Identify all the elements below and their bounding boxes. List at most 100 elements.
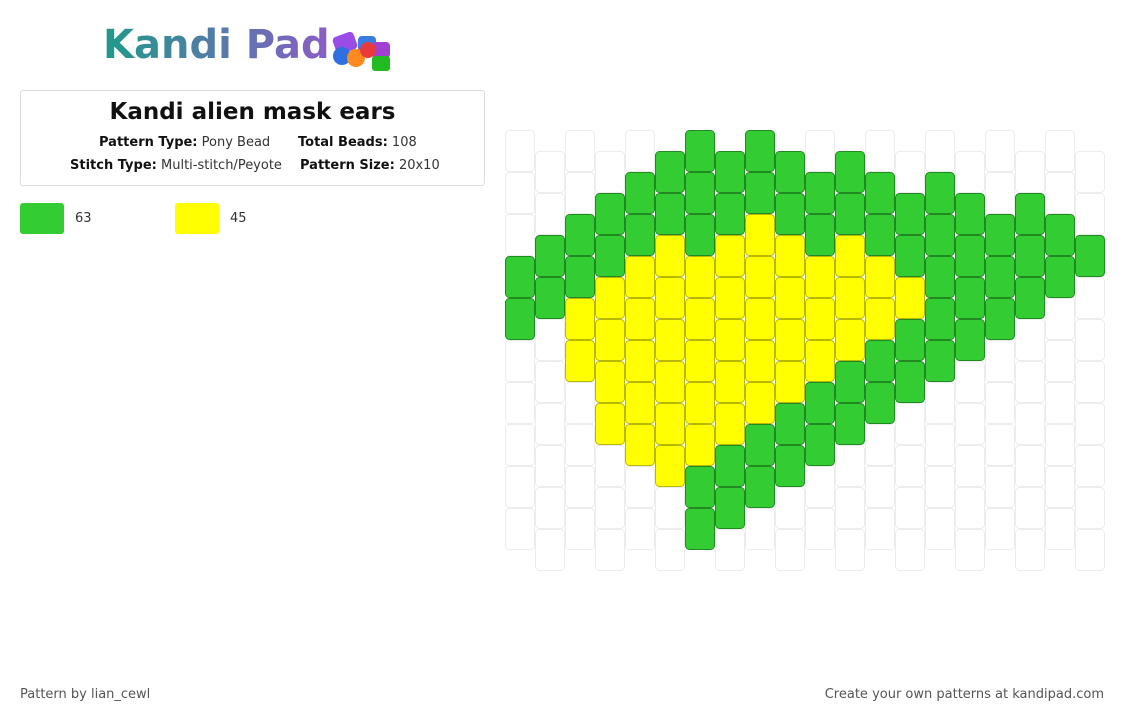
bead <box>985 340 1015 382</box>
bead <box>565 130 595 172</box>
field: Stitch Type: Multi-stitch/Peyote <box>70 158 282 173</box>
bead <box>655 235 685 277</box>
bead <box>895 193 925 235</box>
bead <box>805 130 835 172</box>
bead <box>715 193 745 235</box>
bead <box>925 466 955 508</box>
field-label: Pattern Size: <box>300 158 395 173</box>
bead <box>685 298 715 340</box>
bead <box>865 340 895 382</box>
bead <box>595 487 625 529</box>
bead <box>595 529 625 571</box>
bead <box>1015 277 1045 319</box>
bead <box>655 445 685 487</box>
bead <box>625 298 655 340</box>
footer-link[interactable]: Create your own patterns at kandipad.com <box>824 687 1104 702</box>
bead <box>505 382 535 424</box>
bead <box>865 298 895 340</box>
bead <box>955 487 985 529</box>
bead <box>865 424 895 466</box>
bead <box>535 487 565 529</box>
bead <box>835 193 865 235</box>
bead <box>685 172 715 214</box>
bead <box>715 361 745 403</box>
bead <box>655 487 685 529</box>
bead <box>1075 319 1105 361</box>
bead <box>625 466 655 508</box>
bead <box>715 403 745 445</box>
bead <box>865 172 895 214</box>
bead <box>955 361 985 403</box>
bead <box>775 235 805 277</box>
bead <box>775 445 805 487</box>
bead <box>625 508 655 550</box>
bead <box>805 508 835 550</box>
bead <box>1075 151 1105 193</box>
bead <box>955 319 985 361</box>
bead <box>895 445 925 487</box>
logo-icon <box>332 31 390 71</box>
bead <box>685 214 715 256</box>
bead <box>595 361 625 403</box>
bead <box>655 193 685 235</box>
bead <box>535 319 565 361</box>
bead <box>865 508 895 550</box>
bead <box>505 130 535 172</box>
bead <box>1075 529 1105 571</box>
bead <box>1045 298 1075 340</box>
bead <box>1015 403 1045 445</box>
bead <box>685 340 715 382</box>
bead <box>1045 424 1075 466</box>
bead <box>715 151 745 193</box>
bead <box>505 214 535 256</box>
bead <box>895 235 925 277</box>
bead <box>955 445 985 487</box>
bead <box>775 529 805 571</box>
bead <box>655 529 685 571</box>
bead <box>535 235 565 277</box>
color-swatch <box>175 203 219 234</box>
bead <box>1075 403 1105 445</box>
bead <box>985 382 1015 424</box>
bead <box>895 277 925 319</box>
field: Pattern Type: Pony Bead <box>99 135 270 150</box>
bead <box>685 424 715 466</box>
bead <box>805 298 835 340</box>
bead <box>1045 382 1075 424</box>
bead <box>805 214 835 256</box>
bead <box>715 529 745 571</box>
bead <box>895 319 925 361</box>
bead <box>655 277 685 319</box>
bead <box>1015 319 1045 361</box>
bead <box>1045 130 1075 172</box>
bead <box>565 214 595 256</box>
bead <box>655 361 685 403</box>
bead <box>865 214 895 256</box>
bead <box>715 235 745 277</box>
bead <box>625 382 655 424</box>
bead <box>745 298 775 340</box>
bead <box>925 424 955 466</box>
bead <box>655 403 685 445</box>
bead <box>1075 445 1105 487</box>
bead <box>505 508 535 550</box>
bead <box>1045 172 1075 214</box>
bead <box>625 130 655 172</box>
bead <box>1045 340 1075 382</box>
bead <box>925 340 955 382</box>
bead <box>685 466 715 508</box>
bead <box>535 151 565 193</box>
bead <box>835 235 865 277</box>
logo[interactable]: Kandi Pad <box>103 22 330 68</box>
bead <box>1045 256 1075 298</box>
bead <box>625 172 655 214</box>
bead <box>1015 445 1045 487</box>
bead <box>1075 193 1105 235</box>
bead <box>745 508 775 550</box>
bead <box>1045 508 1075 550</box>
bead <box>775 193 805 235</box>
bead <box>1075 277 1105 319</box>
bead <box>1045 466 1075 508</box>
bead <box>745 214 775 256</box>
